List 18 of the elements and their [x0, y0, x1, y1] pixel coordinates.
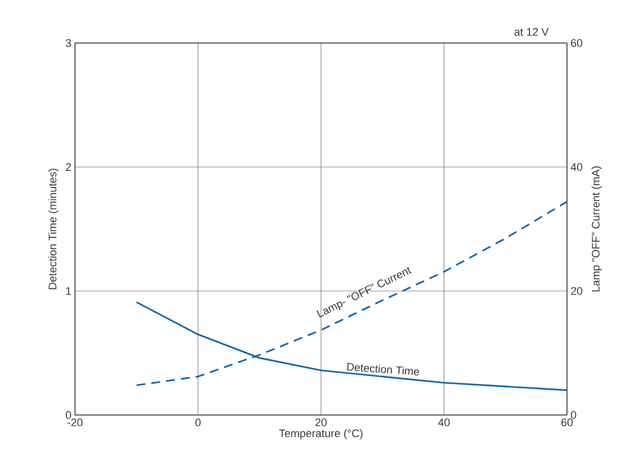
y2-axis-title: Lamp "OFF" Current (mA) [592, 166, 602, 292]
y2-tick-label: 0 [570, 411, 576, 419]
y-tick-label: 1 [66, 287, 71, 295]
series-label: Detection Time [347, 362, 420, 376]
y2-tick-label: 60 [571, 39, 582, 47]
x-tick-label: 0 [195, 418, 201, 426]
x-tick-label: 20 [315, 418, 327, 426]
y-tick-label: 0 [66, 411, 72, 419]
y-tick-label: 3 [66, 39, 71, 47]
y2-tick-label: 40 [570, 163, 582, 171]
x-tick-label: 40 [438, 418, 450, 426]
x-tick-label: 60 [561, 418, 573, 426]
x-axis-title: Temperature (°C) [279, 429, 362, 440]
y2-tick-label: 20 [571, 287, 582, 295]
y-tick-label: 2 [66, 163, 71, 171]
y-axis-title: Detection Time (minutes) [48, 168, 59, 290]
x-tick-label: -20 [68, 418, 82, 426]
text: at 12 V [514, 28, 549, 36]
